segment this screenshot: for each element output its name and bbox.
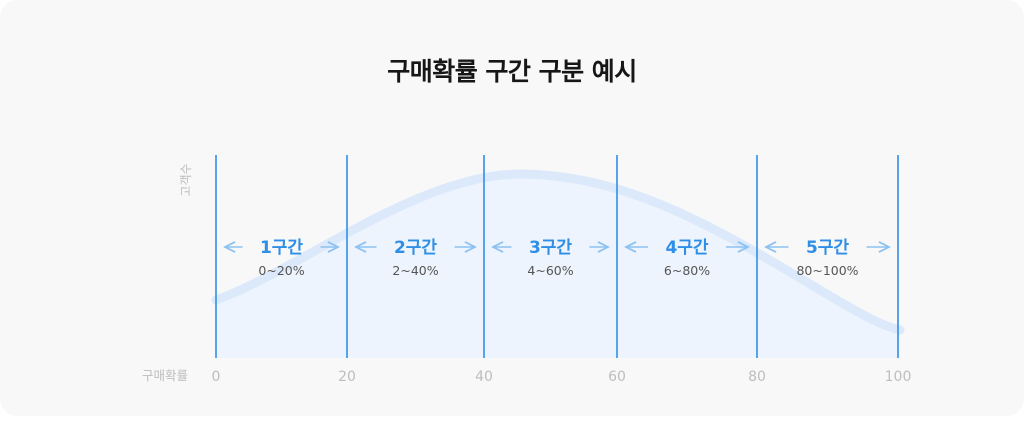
segment-range: 4~60% <box>527 263 573 278</box>
segment-1: 1구간 0~20% <box>225 238 338 278</box>
segment-4: 4구간 6~80% <box>626 238 748 278</box>
page-title: 구매확률 구간 구분 예시 <box>387 57 637 86</box>
x-tick-label: 60 <box>608 369 626 385</box>
segment-2: 2구간 2~40% <box>356 238 475 278</box>
x-tick-label: 80 <box>748 369 766 385</box>
segment-label: 1구간 <box>260 238 303 258</box>
segment-range: 80~100% <box>796 263 858 278</box>
x-tick-label: 20 <box>338 369 356 385</box>
y-axis-label: 고객수 <box>179 163 193 196</box>
x-tick-label: 40 <box>475 369 493 385</box>
x-axis-ticks: 0 20 40 60 80 100 <box>212 369 912 385</box>
x-axis-label: 구매확률 <box>142 368 188 383</box>
distribution-area <box>216 173 900 358</box>
segment-label: 2구간 <box>394 238 437 258</box>
divider-lines <box>215 155 899 358</box>
segment-5: 5구간 80~100% <box>766 238 889 278</box>
segment-range: 0~20% <box>258 263 304 278</box>
card: 구매확률 구간 구분 예시 고객수 1구간 0~20% 2구간 2~40% 3구간 4~6… <box>141 57 912 385</box>
distribution-curve <box>211 169 905 335</box>
segment-label: 5구간 <box>806 238 849 258</box>
x-tick-label: 0 <box>212 369 221 385</box>
segment-label: 4구간 <box>665 238 708 258</box>
segment-label: 3구간 <box>529 238 572 258</box>
segment-3: 3구간 4~60% <box>493 238 608 278</box>
segment-group: 1구간 0~20% 2구간 2~40% 3구간 4~60% 4구간 6~80% 5구간 80~10… <box>225 238 889 278</box>
distribution-diagram: 고객수 1구간 0~20% 2구간 2~40% 3구간 4~60% 4구간 6~80% 5구간 8… <box>142 155 912 385</box>
segment-range: 6~80% <box>664 263 710 278</box>
segment-range: 2~40% <box>392 263 438 278</box>
x-tick-label: 100 <box>885 369 912 385</box>
